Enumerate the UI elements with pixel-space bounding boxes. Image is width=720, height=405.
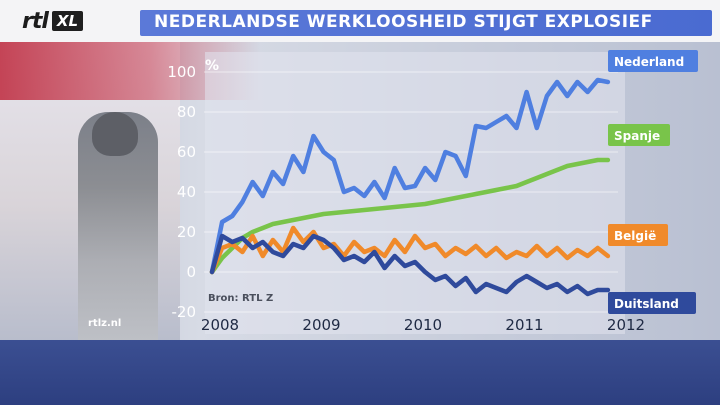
legend-swatch: [608, 124, 670, 146]
series-line-nederland: [209, 77, 611, 275]
background-person-head: [92, 112, 138, 156]
title-bar: rtl XL NEDERLANDSE WERKLOOSHEID STIJGT E…: [0, 0, 720, 42]
x-tick-label: 2010: [404, 316, 442, 334]
page-title: NEDERLANDSE WERKLOOSHEID STIJGT EXPLOSIE…: [154, 12, 653, 32]
series-line-belgi: [209, 225, 611, 275]
legend-swatch: [608, 50, 698, 72]
legend: Nederland Spanje België Duitsland: [608, 50, 698, 314]
legend-entry: Duitsland: [608, 292, 696, 314]
x-tick-label: 2011: [505, 316, 543, 334]
x-axis-ticks: 2008 2009 2010 2011 2012: [201, 316, 645, 334]
y-tick-label: 0: [186, 263, 196, 281]
legend-swatch: [608, 292, 696, 314]
y-tick-label: 80: [177, 103, 196, 121]
legend-label: Duitsland: [614, 297, 679, 311]
logo-badge: XL: [51, 11, 84, 31]
legend-entry: België: [608, 224, 668, 246]
logo-text: rtl: [22, 8, 49, 34]
y-tick-label: 60: [177, 143, 196, 161]
x-tick-label: 2008: [201, 316, 239, 334]
series-lines: [209, 77, 611, 297]
y-axis-unit: %: [205, 58, 219, 74]
y-tick-label: -20: [172, 303, 197, 321]
y-tick-label: 40: [177, 183, 196, 201]
grid: [204, 71, 618, 313]
y-tick-label: 20: [177, 223, 196, 241]
x-tick-label: 2009: [302, 316, 340, 334]
legend-entry: Spanje: [608, 124, 670, 146]
source-label: Bron: RTL Z: [208, 293, 273, 304]
site-url: rtlz.nl: [88, 318, 122, 329]
background-bottom-band: [0, 340, 720, 405]
x-tick-label: 2012: [607, 316, 645, 334]
series-line-duitsland: [209, 233, 611, 297]
legend-swatch: [608, 224, 668, 246]
legend-label: Spanje: [614, 129, 660, 143]
legend-entry: Nederland: [608, 50, 698, 72]
legend-label: Nederland: [614, 55, 684, 69]
series-line-spanje: [209, 157, 611, 275]
title-box: NEDERLANDSE WERKLOOSHEID STIJGT EXPLOSIE…: [140, 10, 712, 36]
y-tick-label: 100: [167, 63, 196, 81]
y-axis-ticks: 100 80 60 40 20 0 -20: [167, 63, 196, 321]
rtl-xl-logo: rtl XL: [22, 8, 84, 34]
legend-label: België: [614, 229, 656, 243]
